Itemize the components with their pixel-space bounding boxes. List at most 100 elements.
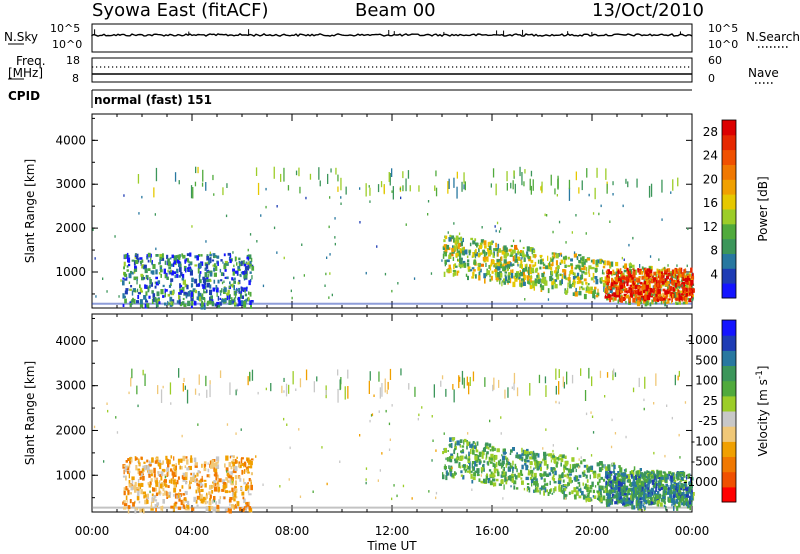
data-cell <box>192 288 196 292</box>
data-cell <box>148 473 151 478</box>
data-cell <box>563 484 567 487</box>
sparse-echo <box>347 386 349 399</box>
data-cell <box>173 259 177 265</box>
data-cell <box>576 272 580 277</box>
data-cell <box>208 491 211 495</box>
data-cell <box>648 279 650 285</box>
sparse-echo <box>452 384 454 390</box>
data-cells <box>92 367 695 514</box>
data-cell <box>229 259 232 264</box>
data-cell <box>615 271 619 276</box>
colorbar-frame <box>721 319 737 503</box>
sparse-echo <box>377 184 380 193</box>
data-cell <box>543 451 547 456</box>
scatter-pixel <box>276 251 278 254</box>
data-cell <box>527 255 531 260</box>
scatter-pixel <box>578 466 580 469</box>
data-cell <box>589 489 592 493</box>
data-cell <box>453 270 457 276</box>
sparse-echo <box>235 389 237 396</box>
sparse-echo <box>144 373 146 386</box>
colorbar-segment <box>722 253 736 269</box>
colorbar-segment <box>722 149 736 165</box>
scatter-pixel <box>452 245 454 248</box>
data-cell <box>139 287 143 293</box>
data-cell <box>453 237 455 243</box>
scatter-pixel <box>378 410 380 413</box>
data-cell <box>160 257 165 261</box>
data-cell <box>452 273 455 277</box>
data-cell <box>626 267 629 271</box>
data-cell <box>471 463 474 469</box>
sparse-echo <box>137 174 140 184</box>
data-cell <box>559 454 563 458</box>
scatter-pixel <box>594 485 597 488</box>
data-cell <box>152 487 156 492</box>
data-cell <box>649 269 653 274</box>
data-cell <box>505 471 507 476</box>
data-cell <box>157 462 160 467</box>
data-cell <box>486 248 491 252</box>
sparse-echo <box>513 170 515 177</box>
data-cell <box>588 273 591 277</box>
data-cell <box>582 472 585 477</box>
data-cell <box>660 274 664 279</box>
data-cell <box>517 261 519 266</box>
data-cell <box>578 265 581 271</box>
data-cell <box>504 448 506 452</box>
data-cell <box>201 302 204 307</box>
data-cell <box>549 480 551 486</box>
data-cell <box>474 238 477 241</box>
data-cell <box>583 265 586 271</box>
data-cell <box>222 484 226 490</box>
scatter-pixel <box>220 293 222 296</box>
data-cell <box>136 300 139 304</box>
data-cell <box>125 495 128 500</box>
data-cell <box>134 508 137 514</box>
data-cell <box>621 272 625 277</box>
sparse-echo <box>435 170 437 177</box>
data-cell <box>190 291 194 297</box>
scatter-pixel <box>154 213 156 216</box>
data-cell <box>649 287 653 293</box>
scatter-pixel <box>205 240 207 243</box>
data-cell <box>660 284 663 289</box>
data-cell <box>690 493 693 498</box>
data-cell <box>641 287 644 292</box>
data-cell <box>520 250 524 254</box>
data-cell <box>250 257 253 263</box>
data-cell <box>127 489 130 495</box>
data-cell <box>530 465 532 469</box>
scatter-pixel <box>235 432 237 435</box>
data-cell <box>166 472 168 477</box>
data-cell <box>250 484 253 491</box>
data-cell <box>679 492 682 495</box>
data-cell <box>196 504 199 508</box>
data-cell <box>535 478 538 482</box>
data-cell <box>469 463 471 468</box>
scatter-pixel <box>209 251 211 255</box>
scatter-pixel <box>625 435 627 439</box>
data-cell <box>182 455 186 462</box>
data-cell <box>609 289 613 293</box>
data-cell <box>476 473 480 477</box>
data-cell <box>552 477 556 482</box>
scatter-pixel <box>579 277 582 280</box>
scatter-pixel <box>511 386 513 389</box>
sparse-echo <box>448 178 450 189</box>
data-cell <box>667 485 669 488</box>
data-cell <box>649 471 652 475</box>
scatter-pixel <box>391 404 393 407</box>
data-cell <box>568 491 571 495</box>
data-cell <box>635 295 638 299</box>
data-cell <box>679 478 682 483</box>
data-cell <box>690 501 693 506</box>
scatter-pixel <box>396 494 398 498</box>
data-cell <box>243 260 245 266</box>
data-cell <box>671 503 673 507</box>
data-cell <box>539 490 541 495</box>
colorbar-segment <box>722 456 736 473</box>
data-cell <box>196 472 199 477</box>
data-cell <box>505 463 509 466</box>
sparse-echo <box>594 187 596 200</box>
